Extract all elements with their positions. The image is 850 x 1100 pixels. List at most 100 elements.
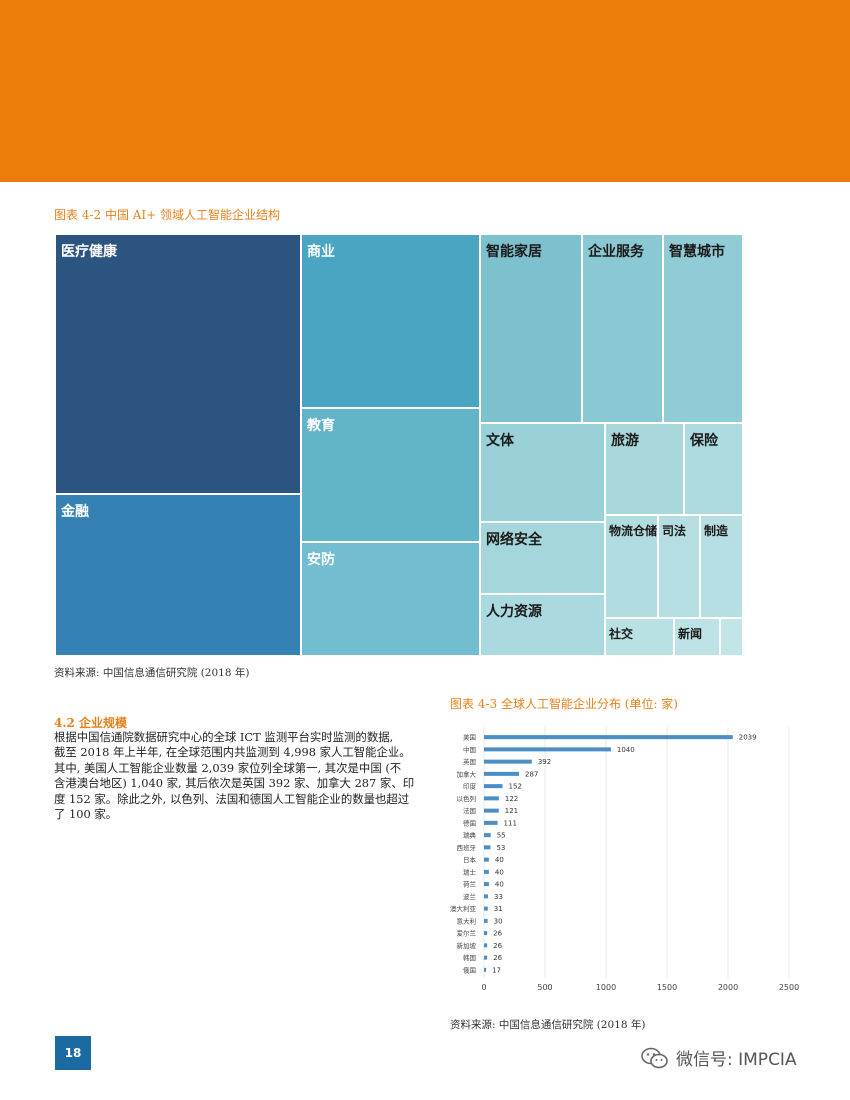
category-label: 中国	[463, 745, 476, 754]
tile-news: 新闻	[674, 618, 720, 656]
bar	[484, 894, 489, 899]
x-tick-label: 2500	[779, 983, 799, 992]
tile-label: 文体	[486, 433, 514, 449]
bar	[484, 857, 489, 862]
category-label: 法国	[463, 806, 476, 815]
tile-judicial: 司法	[658, 515, 700, 618]
bar	[484, 943, 488, 948]
tile-culture-sports: 文体	[480, 423, 605, 522]
tile-enterprise-service: 企业服务	[582, 234, 663, 423]
category-label: 加拿大	[457, 769, 477, 778]
tile-social: 社交	[605, 618, 674, 656]
tile-label: 物流仓储	[609, 524, 658, 538]
category-label: 爱尔兰	[457, 929, 477, 938]
tile-security: 安防	[301, 542, 480, 656]
x-tick-label: 500	[537, 983, 552, 992]
tile-label: 网络安全	[486, 532, 542, 548]
category-label: 韩国	[463, 953, 476, 962]
category-label: 德国	[463, 818, 476, 827]
bar	[484, 967, 487, 972]
bar	[484, 784, 503, 789]
bar	[484, 882, 489, 887]
bar	[484, 796, 499, 801]
value-label: 30	[494, 917, 503, 925]
bar	[484, 735, 733, 740]
bar	[484, 955, 488, 960]
category-label: 意大利	[457, 916, 477, 925]
value-label: 55	[497, 832, 506, 840]
paragraph-line: 其中, 美国人工智能企业数量 2,039 家位列全球第一, 其次是中国 (不	[54, 760, 402, 775]
watermark: 微信号: IMPCIA	[640, 1045, 797, 1070]
category-label: 澳大利亚	[450, 904, 477, 913]
category-label: 波兰	[463, 892, 477, 901]
value-label: 122	[505, 795, 518, 803]
tile-label: 社交	[609, 627, 634, 641]
tile-label: 智能家居	[486, 244, 542, 260]
category-label: 以色列	[457, 794, 477, 803]
tile-finance: 金融	[55, 494, 301, 656]
value-label: 121	[505, 807, 518, 815]
tile-label: 商业	[307, 244, 335, 260]
value-label: 40	[495, 881, 504, 889]
value-label: 392	[538, 758, 551, 766]
value-label: 152	[509, 783, 522, 791]
value-label: 26	[493, 954, 502, 962]
bar	[484, 771, 520, 776]
page-number: 18	[55, 1036, 91, 1070]
watermark-text: 微信号: IMPCIA	[676, 1050, 797, 1070]
tile-commerce: 商业	[301, 234, 480, 408]
header-banner	[0, 0, 850, 182]
x-tick-label: 2000	[718, 983, 738, 992]
category-label: 新加坡	[457, 941, 477, 950]
bar	[484, 869, 489, 874]
bar	[484, 820, 498, 825]
figure-4-2-source: 资料来源: 中国信息通信研究院 (2018 年)	[54, 667, 250, 679]
value-label: 1040	[617, 746, 635, 754]
value-label: 2039	[739, 734, 757, 742]
section-heading: 4.2 企业规模	[54, 716, 128, 730]
tile-education: 教育	[301, 408, 480, 542]
bar	[484, 808, 499, 813]
paragraph-line: 截至 2018 年上半年, 在全球范围内共监测到 4,998 家人工智能企业。	[54, 745, 411, 760]
tile-label: 企业服务	[588, 244, 644, 260]
value-label: 26	[493, 942, 502, 950]
figure-4-3-source: 资料来源: 中国信息通信研究院 (2018 年)	[450, 1019, 646, 1031]
value-label: 33	[494, 893, 503, 901]
wechat-icon	[641, 1047, 668, 1068]
figure-4-3-title: 图表 4-3 全球人工智能企业分布 (单位: 家)	[450, 697, 678, 711]
tile-logistics: 物流仓储	[605, 515, 658, 618]
paragraph-line: 含港澳台地区) 1,040 家, 其后依次是英国 392 家、加拿大 287 家…	[54, 776, 415, 791]
tile-label: 金融	[61, 504, 89, 520]
value-label: 287	[525, 770, 538, 778]
treemap-chart: 医疗健康 金融 商业 教育 安防 智能家居 企业服务 智慧城市 文体 网络安全 …	[55, 234, 743, 656]
bar	[484, 747, 611, 752]
tile-healthcare: 医疗健康	[55, 234, 301, 494]
bar	[484, 931, 488, 936]
tile-label: 安防	[307, 552, 335, 568]
tile-label: 新闻	[678, 627, 703, 641]
value-label: 26	[493, 930, 502, 938]
tile-label: 司法	[662, 524, 687, 538]
tile-label: 医疗健康	[61, 244, 117, 260]
category-label: 瑞士	[463, 867, 477, 876]
paragraph-line: 根据中国信通院数据研究中心的全球 ICT 监测平台实时监测的数据,	[54, 730, 394, 744]
bar-chart: 0 500 1000 1500 2000 2500 美国 2039 中国 1040 英国 392 加拿大…	[450, 727, 799, 992]
value-label: 17	[492, 966, 501, 974]
tile-insurance: 保险	[684, 423, 743, 515]
category-label: 荷兰	[463, 880, 477, 889]
value-label: 31	[494, 905, 503, 913]
tile-smart-home: 智能家居	[480, 234, 582, 423]
tile-human-resources: 人力资源	[480, 594, 605, 656]
bar	[484, 833, 491, 838]
bar	[484, 906, 488, 911]
section-paragraph: 根据中国信通院数据研究中心的全球 ICT 监测平台实时监测的数据, 截至 201…	[54, 730, 426, 822]
tile-tourism: 旅游	[605, 423, 684, 515]
category-label: 印度	[463, 782, 477, 791]
tile-label: 旅游	[611, 433, 639, 449]
value-label: 53	[496, 844, 505, 852]
tile-other	[720, 618, 743, 656]
tile-manufacturing: 制造	[700, 515, 743, 618]
x-tick-label: 1000	[596, 983, 616, 992]
x-tick-label: 0	[481, 983, 486, 992]
value-label: 111	[504, 819, 517, 827]
